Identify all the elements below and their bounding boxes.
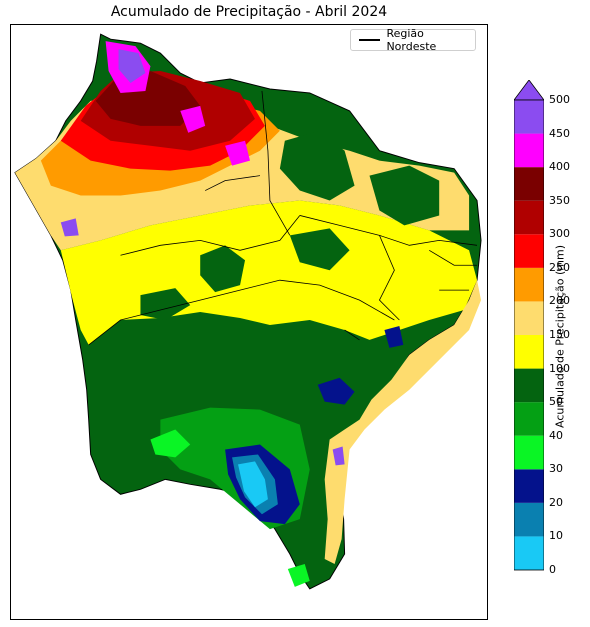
zone-450-500-c [332, 446, 345, 466]
colorbar-tick-label: 200 [549, 294, 570, 308]
colorbar-tick-label: 150 [549, 328, 570, 341]
zone-50-100-b [289, 228, 350, 271]
colorbar-label: Acumulado de Precipitação (mm) [553, 245, 567, 429]
colorbar-tick-label: 0 [549, 563, 556, 576]
colorbar-tick-label: 20 [549, 495, 563, 509]
colorbar-segment [514, 402, 544, 436]
state-borders [88, 90, 478, 346]
zone-450-500-b [60, 218, 79, 237]
colorbar-segment [514, 133, 544, 168]
colorbar-segment [514, 335, 544, 369]
zone-50-100-a [200, 245, 246, 293]
zone-30-40 [150, 429, 191, 458]
zone-400-450-b [180, 105, 206, 133]
colorbar-tick-label: 100 [549, 361, 570, 375]
legend-label: Região Nordeste [386, 27, 437, 53]
colorbar-extend-arrow [513, 79, 545, 101]
colorbar-segment [514, 234, 544, 268]
colorbar-segment [514, 167, 544, 201]
colorbar-segment [514, 267, 544, 302]
zone-30-40-b [287, 563, 310, 587]
zone-50-100-e [369, 165, 440, 226]
map-frame: Região Nordeste [10, 24, 488, 620]
colorbar-segment [514, 435, 544, 470]
zone-400-450-c [225, 140, 250, 166]
colorbar-tick-label: 450 [549, 126, 570, 140]
colorbar-segment [514, 469, 544, 503]
colorbar-tick-label: 350 [549, 193, 570, 207]
zone-150-200-south [324, 280, 482, 564]
colorbar-tick-label: 500 [549, 93, 570, 106]
colorbar-tick-label: 400 [549, 160, 570, 174]
zone-0-10 [238, 461, 268, 508]
colorbar-tick-label: 50 [549, 395, 563, 409]
colorbar-tick-label: 30 [549, 462, 563, 476]
colorbar-segment [514, 100, 544, 134]
map-legend: Região Nordeste [350, 27, 476, 53]
legend-line-symbol [359, 39, 381, 41]
colorbar-segment [514, 200, 544, 235]
colorbar-tick-label: 10 [549, 529, 563, 543]
colorbar-tick-label: 40 [549, 428, 563, 442]
colorbar-segment [514, 368, 544, 403]
colorbar [513, 79, 545, 572]
colorbar-segments [513, 79, 545, 571]
zone-20-30-b [317, 377, 355, 405]
colorbar-tick-label: 250 [549, 260, 570, 274]
colorbar-segment [514, 502, 544, 537]
zone-450-500 [118, 49, 146, 84]
colorbar-tick-label: 300 [549, 227, 570, 241]
zone-50-100-d [279, 130, 355, 201]
precipitation-map [14, 33, 482, 590]
zone-20-30-c [384, 325, 404, 348]
map-title: Acumulado de Precipitação - Abril 2024 [110, 4, 388, 20]
colorbar-segment [514, 536, 544, 570]
colorbar-segment [514, 301, 544, 335]
